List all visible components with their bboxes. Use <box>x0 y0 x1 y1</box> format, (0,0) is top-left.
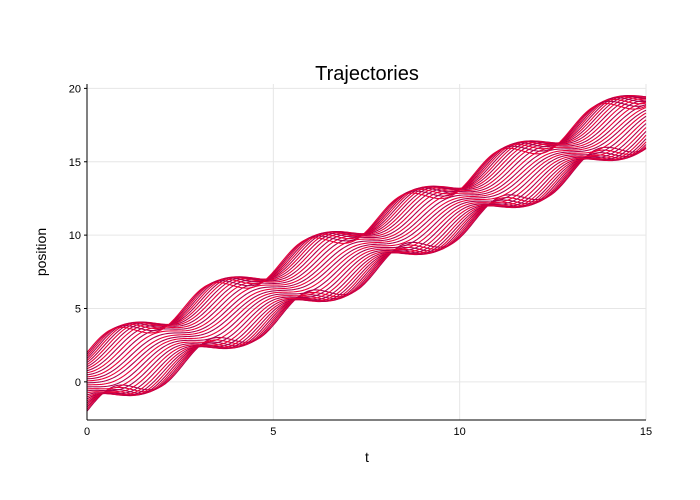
axes <box>86 84 646 421</box>
trajectory-line <box>86 146 647 412</box>
trajectory-line <box>86 119 647 390</box>
y-tick-label: 20 <box>69 83 81 95</box>
x-axis-label: t <box>365 449 369 465</box>
x-tick-label: 5 <box>270 426 276 438</box>
trajectory-line <box>86 127 647 394</box>
x-tick-label: 15 <box>640 426 652 438</box>
trajectory-line <box>86 106 647 382</box>
trajectory-line <box>86 138 647 400</box>
trajectory-line <box>86 123 647 392</box>
trajectory-line <box>86 96 647 362</box>
trajectory-line <box>86 97 647 359</box>
chart-title: Trajectories <box>315 63 419 85</box>
trajectory-series <box>86 94 647 412</box>
trajectory-line <box>86 109 647 384</box>
trajectory-line <box>86 134 647 398</box>
trajectory-line <box>86 147 647 408</box>
trajectory-line <box>86 131 647 396</box>
trajectory-line <box>86 148 647 410</box>
trajectory-line <box>86 112 647 386</box>
trajectory-line <box>86 102 647 353</box>
y-tick-label: 0 <box>75 377 81 389</box>
trajectory-line <box>86 144 647 404</box>
trajectory-line <box>86 146 647 406</box>
y-axis-label: position <box>33 228 49 276</box>
y-tick-label: 15 <box>69 157 81 169</box>
x-tick-label: 10 <box>454 426 466 438</box>
trajectory-line <box>86 104 647 380</box>
trajectory-line <box>86 115 647 388</box>
y-tick-label: 5 <box>75 303 81 315</box>
trajectory-line <box>86 98 647 357</box>
trajectory-line <box>86 141 647 402</box>
y-tick-label: 10 <box>69 230 81 242</box>
tick-labels: 0 5 10 15 0 5 10 15 20 <box>69 83 652 438</box>
x-tick-label: 0 <box>84 426 90 438</box>
